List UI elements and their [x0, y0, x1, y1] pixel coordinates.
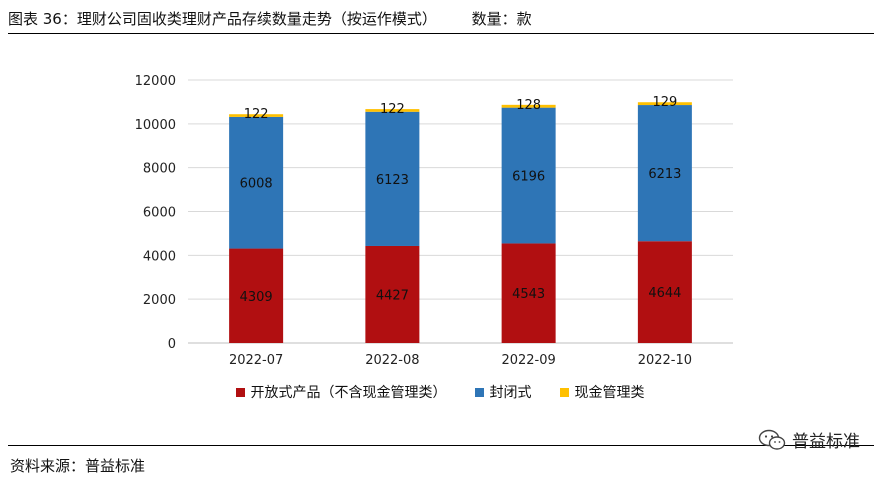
- source-note: 资料来源：普益标准: [10, 457, 146, 475]
- bar-segment-open: [365, 245, 420, 343]
- bar-segment-cash: [365, 109, 420, 112]
- bar-segment-closed: [229, 116, 284, 249]
- top-rule: [8, 33, 874, 34]
- data-label: 6196: [512, 170, 545, 185]
- bar-segment-cash: [637, 102, 692, 106]
- legend-swatch-open: [235, 387, 245, 397]
- y-tick-label: 10000: [135, 118, 176, 133]
- x-tick-label: 2022-07: [229, 353, 283, 368]
- bar-segment-cash: [501, 104, 556, 108]
- wechat-icon: [758, 429, 786, 450]
- data-label: 6213: [648, 167, 681, 182]
- unit-label: 数量：款: [471, 10, 532, 28]
- legend-swatch-closed: [474, 387, 484, 397]
- y-tick-label: 0: [168, 337, 176, 352]
- bar-segment-closed: [365, 111, 420, 246]
- bar-segment-open: [501, 243, 556, 343]
- data-label: 6123: [376, 173, 409, 188]
- watermark: 普益标准: [758, 427, 860, 452]
- y-tick-label: 8000: [143, 162, 176, 177]
- data-label: 6008: [240, 177, 273, 192]
- data-label: 122: [244, 107, 269, 122]
- y-tick-label: 4000: [143, 249, 176, 264]
- data-label: 128: [516, 98, 541, 113]
- bar-segment-open: [637, 241, 692, 343]
- legend-swatch-cash: [559, 387, 569, 397]
- data-label: 129: [652, 95, 677, 110]
- legend-item-closed: 封闭式: [474, 382, 532, 402]
- data-label: 4644: [648, 286, 681, 301]
- bar-segment-closed: [637, 105, 692, 242]
- data-label: 4427: [376, 288, 409, 303]
- bar-segment-cash: [229, 114, 284, 117]
- y-tick-label: 6000: [143, 206, 176, 221]
- legend: 开放式产品（不含现金管理类） 封闭式 现金管理类: [0, 382, 880, 402]
- legend-label-open: 开放式产品（不含现金管理类）: [250, 385, 447, 401]
- chart-title-bar: 图表 36：理财公司固收类理财产品存续数量走势（按运作模式） 数量：款: [8, 8, 532, 29]
- bottom-rule: [8, 445, 874, 446]
- legend-item-open: 开放式产品（不含现金管理类）: [235, 382, 447, 402]
- watermark-text: 普益标准: [792, 432, 860, 452]
- stacked-bar-chart: 0 2000 4000 6000 8000 10000 12000 4309 6008 122 20…: [135, 74, 733, 368]
- legend-item-cash: 现金管理类: [559, 382, 645, 402]
- y-tick-label: 2000: [143, 293, 176, 308]
- bar-segment-closed: [501, 107, 556, 244]
- x-tick-label: 2022-08: [365, 353, 419, 368]
- x-tick-label: 2022-09: [501, 353, 555, 368]
- data-label: 122: [380, 102, 405, 117]
- legend-label-cash: 现金管理类: [574, 385, 645, 401]
- data-label: 4543: [512, 287, 545, 302]
- chart-title: 图表 36：理财公司固收类理财产品存续数量走势（按运作模式）: [8, 10, 437, 28]
- x-tick-label: 2022-10: [638, 353, 692, 368]
- y-tick-label: 12000: [135, 74, 176, 89]
- legend-label-closed: 封闭式: [489, 385, 532, 401]
- data-label: 4309: [240, 290, 273, 305]
- bar-segment-open: [229, 248, 284, 343]
